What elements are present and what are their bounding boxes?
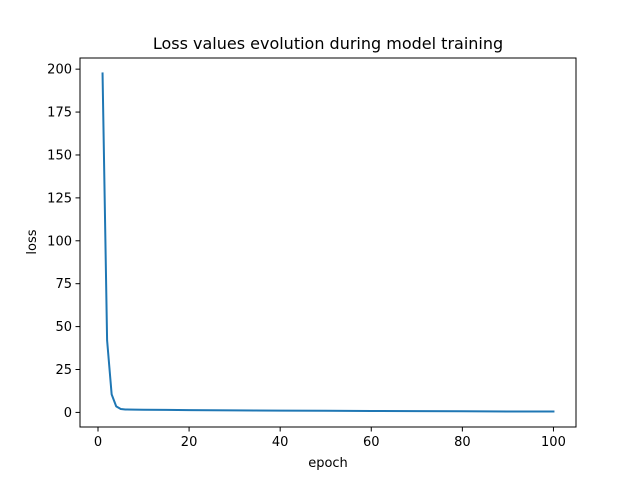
y-tick-label: 50 — [55, 320, 72, 335]
x-axis-label: epoch — [308, 456, 348, 471]
y-tick-label: 100 — [47, 234, 72, 249]
y-tick-label: 150 — [47, 148, 72, 163]
y-tick-label: 200 — [47, 63, 72, 78]
series-layer — [101, 72, 555, 413]
loss-series-line — [101, 72, 555, 413]
plot-frame — [79, 57, 577, 428]
x-tick-label: 100 — [541, 435, 566, 450]
chart-title: Loss values evolution during model train… — [153, 34, 503, 53]
x-tick-label: 40 — [272, 435, 289, 450]
x-tick-label: 0 — [94, 435, 102, 450]
y-tick-label: 0 — [64, 406, 72, 421]
y-tick-label: 175 — [47, 106, 72, 121]
y-tick-label: 75 — [55, 277, 72, 292]
y-tick-label: 125 — [47, 191, 72, 206]
y-tick-label: 25 — [55, 363, 72, 378]
x-tick-label: 20 — [181, 435, 198, 450]
x-tick-label: 60 — [363, 435, 380, 450]
y-axis-label: loss — [25, 229, 40, 254]
tick-layer: 0 20 40 60 80 100 0 25 50 75 100 125 150 175 200 — [47, 63, 566, 450]
x-tick-label: 80 — [454, 435, 471, 450]
